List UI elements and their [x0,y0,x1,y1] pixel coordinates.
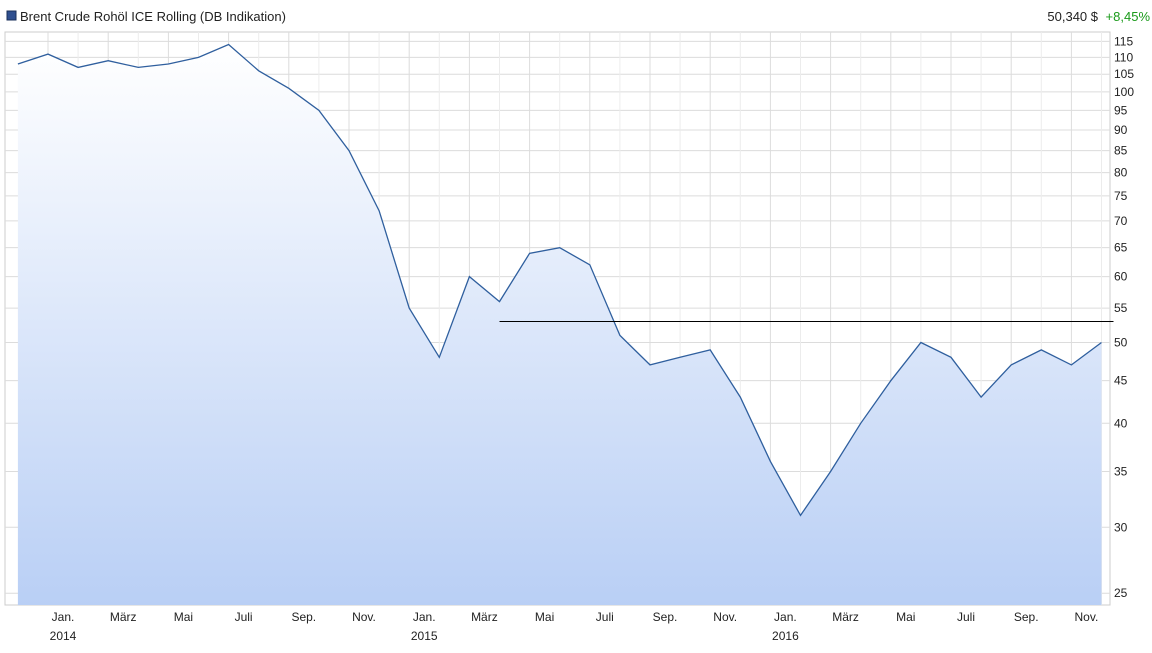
y-tick-label: 50 [1114,336,1128,350]
x-tick-label: Mai [535,610,554,624]
y-tick-label: 80 [1114,166,1128,180]
x-tick-label: Juli [957,610,975,624]
y-tick-label: 60 [1114,270,1128,284]
year-label: 2016 [772,629,799,643]
x-tick-label: März [832,610,859,624]
y-tick-label: 30 [1114,520,1128,534]
y-tick-label: 115 [1114,34,1133,48]
y-tick-label: 105 [1114,67,1134,81]
y-tick-label: 90 [1114,123,1128,137]
year-label: 2014 [50,629,77,643]
x-tick-label: Mai [174,610,193,624]
y-tick-label: 45 [1114,374,1128,388]
x-tick-label: Nov. [1075,610,1099,624]
x-tick-label: Nov. [352,610,376,624]
y-tick-label: 35 [1114,465,1128,479]
x-tick-label: März [471,610,498,624]
x-tick-label: Juli [235,610,253,624]
y-tick-label: 75 [1114,189,1128,203]
x-tick-label: Sep. [653,610,678,624]
chart-title: Brent Crude Rohöl ICE Rolling (DB Indika… [20,9,286,24]
x-tick-label: Jan. [52,610,75,624]
x-tick-label: Jan. [413,610,436,624]
last-price: 50,340 $ [1047,9,1098,24]
price-change: +8,45% [1106,9,1151,24]
legend-swatch [6,10,17,21]
x-tick-label: Juli [596,610,614,624]
y-tick-label: 110 [1114,50,1133,64]
y-tick-label: 25 [1114,586,1128,600]
y-tick-label: 85 [1114,144,1128,158]
y-tick-label: 55 [1114,301,1128,315]
x-tick-label: Mai [896,610,915,624]
x-tick-label: März [110,610,137,624]
area [17,44,1102,605]
price-line [17,43,1102,517]
y-tick-label: 40 [1114,416,1128,430]
plot [17,43,1102,605]
x-tick-label: Jan. [774,610,797,624]
y-tick-label: 95 [1114,103,1128,117]
y-tick-label: 65 [1114,241,1128,255]
x-tick-label: Sep. [1014,610,1039,624]
y-tick-label: 70 [1114,214,1128,228]
x-tick-label: Nov. [713,610,737,624]
y-tick-label: 100 [1114,85,1134,99]
year-label: 2015 [411,629,438,643]
x-tick-label: Sep. [291,610,316,624]
